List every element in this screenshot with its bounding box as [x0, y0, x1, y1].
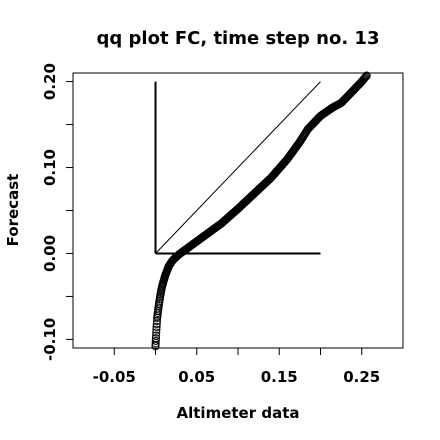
y-axis: -0.10 0.00 0.10 0.20: [41, 63, 74, 361]
data-point: [362, 71, 371, 80]
data-point: [361, 72, 371, 81]
data-point: [361, 73, 370, 82]
data-point: [152, 328, 161, 337]
y-tick-label: 0.20: [41, 63, 59, 100]
x-tick-label: -0.05: [93, 368, 136, 386]
data-point: [152, 322, 161, 331]
data-point: [360, 74, 369, 83]
data-point: [151, 334, 160, 343]
data-point: [152, 325, 161, 334]
y-tick-label: 0.10: [41, 149, 59, 186]
x-tick-label: 0.05: [178, 368, 215, 386]
x-tick-label: 0.15: [261, 368, 298, 386]
identity-line: [155, 81, 321, 254]
y-tick-label: -0.10: [41, 318, 59, 361]
data-point: [151, 336, 160, 345]
data-point: [152, 331, 161, 340]
x-axis: -0.05 0.05 0.15 0.25: [93, 347, 380, 386]
data-points: [151, 71, 371, 351]
chart-title: qq plot FC, time step no. 13: [97, 28, 380, 49]
data-point: [152, 319, 161, 329]
reference-lines: [154, 81, 321, 255]
data-point: [152, 316, 162, 325]
y-axis-label: Forecast: [4, 174, 22, 247]
y-tick-label: 0.00: [41, 235, 59, 272]
x-tick-label: 0.25: [343, 368, 380, 386]
x-axis-label: Altimeter data: [177, 404, 300, 422]
